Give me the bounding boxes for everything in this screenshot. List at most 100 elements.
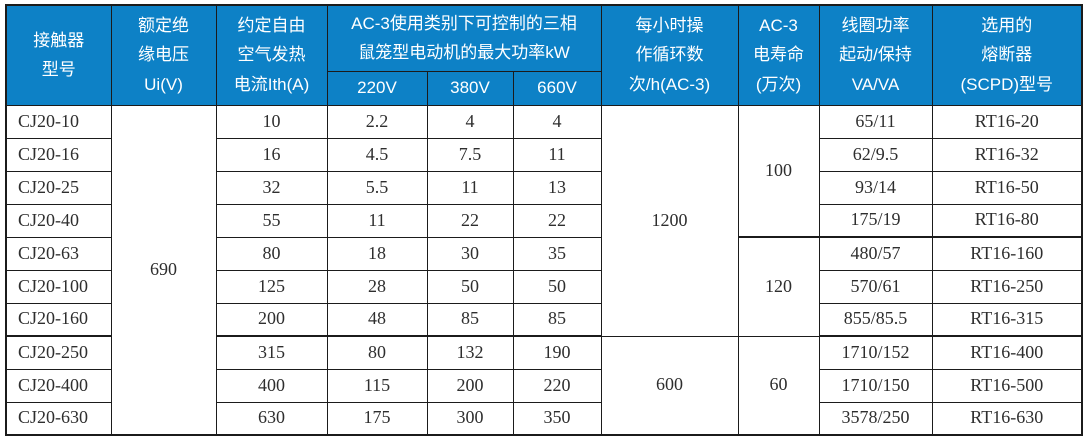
- cell-coil-power: 62/9.5: [818, 137, 933, 172]
- cell-model: CJ20-25: [5, 170, 112, 205]
- cell-power-660v: 50: [512, 269, 602, 304]
- table-row: CJ20-40 55 11 22 22 175/19 RT16-80: [5, 203, 1083, 238]
- col-header-380v: 380V: [426, 70, 514, 106]
- cell-electrical-life: 100: [737, 104, 820, 238]
- cell-fuse: RT16-400: [931, 335, 1083, 370]
- col-header-ac3-power-group: AC-3使用类别下可控制的三相 鼠笼型电动机的最大功率kW: [326, 4, 602, 72]
- cell-power-380v: 50: [426, 269, 514, 304]
- cell-power-380v: 4: [426, 104, 514, 139]
- cell-coil-power: 1710/152: [818, 335, 933, 370]
- cell-power-380v: 11: [426, 170, 514, 205]
- cell-fuse: RT16-630: [931, 401, 1083, 436]
- cell-power-220v: 11: [326, 203, 428, 238]
- cell-power-660v: 220: [512, 368, 602, 403]
- cell-thermal-current: 400: [215, 368, 328, 403]
- table-header: 接触器 型号 额定绝 缘电压 Ui(V) 约定自由 空气发热 电流Ith(A) …: [5, 4, 1083, 106]
- cell-power-660v: 4: [512, 104, 602, 139]
- col-header-model: 接触器 型号: [5, 4, 112, 106]
- cell-power-660v: 35: [512, 236, 602, 271]
- cell-model: CJ20-400: [5, 368, 112, 403]
- cell-thermal-current: 10: [215, 104, 328, 139]
- cell-fuse: RT16-315: [931, 302, 1083, 337]
- cell-thermal-current: 16: [215, 137, 328, 172]
- cell-thermal-current: 125: [215, 269, 328, 304]
- cell-model: CJ20-10: [5, 104, 112, 139]
- cell-thermal-current: 315: [215, 335, 328, 370]
- cell-thermal-current: 55: [215, 203, 328, 238]
- cell-coil-power: 480/57: [818, 236, 933, 271]
- cell-power-380v: 7.5: [426, 137, 514, 172]
- col-header-rated-insulation-voltage: 额定绝 缘电压 Ui(V): [110, 4, 217, 106]
- cell-model: CJ20-630: [5, 401, 112, 436]
- cell-coil-power: 855/85.5: [818, 302, 933, 337]
- cell-fuse: RT16-20: [931, 104, 1083, 139]
- cell-power-380v: 300: [426, 401, 514, 436]
- cell-power-220v: 80: [326, 335, 428, 370]
- col-header-220v: 220V: [326, 70, 428, 106]
- cell-rated-insulation-voltage: 690: [110, 104, 217, 436]
- cell-power-220v: 5.5: [326, 170, 428, 205]
- table-row: CJ20-630 630 175 300 350 3578/250 RT16-6…: [5, 401, 1083, 436]
- cell-thermal-current: 32: [215, 170, 328, 205]
- cell-coil-power: 175/19: [818, 203, 933, 238]
- cell-power-660v: 190: [512, 335, 602, 370]
- table-row: CJ20-400 400 115 200 220 1710/150 RT16-5…: [5, 368, 1083, 403]
- cell-fuse: RT16-80: [931, 203, 1083, 238]
- cell-power-380v: 132: [426, 335, 514, 370]
- col-header-cycles-per-hour: 每小时操 作循环数 次/h(AC-3): [600, 4, 739, 106]
- cell-fuse: RT16-500: [931, 368, 1083, 403]
- cell-model: CJ20-160: [5, 302, 112, 337]
- cell-power-220v: 115: [326, 368, 428, 403]
- cell-cycles-per-hour: 600: [600, 335, 739, 436]
- cell-power-380v: 30: [426, 236, 514, 271]
- cell-coil-power: 65/11: [818, 104, 933, 139]
- cell-power-660v: 22: [512, 203, 602, 238]
- cell-model: CJ20-40: [5, 203, 112, 238]
- cell-coil-power: 570/61: [818, 269, 933, 304]
- cell-power-220v: 28: [326, 269, 428, 304]
- cell-power-380v: 200: [426, 368, 514, 403]
- cell-cycles-per-hour: 1200: [600, 104, 739, 337]
- cell-fuse: RT16-50: [931, 170, 1083, 205]
- cell-fuse: RT16-250: [931, 269, 1083, 304]
- table-row: CJ20-10 690 10 2.2 4 4 1200 100 65/11 RT…: [5, 104, 1083, 436]
- cell-thermal-current: 630: [215, 401, 328, 436]
- cell-power-220v: 48: [326, 302, 428, 337]
- cell-power-220v: 4.5: [326, 137, 428, 172]
- cell-power-660v: 85: [512, 302, 602, 337]
- cell-power-220v: 175: [326, 401, 428, 436]
- contactor-spec-table: 接触器 型号 额定绝 缘电压 Ui(V) 约定自由 空气发热 电流Ith(A) …: [5, 4, 1084, 436]
- col-header-660v: 660V: [512, 70, 602, 106]
- cell-coil-power: 93/14: [818, 170, 933, 205]
- table-row: CJ20-100 125 28 50 50 570/61 RT16-250: [5, 269, 1083, 304]
- cell-coil-power: 3578/250: [818, 401, 933, 436]
- cell-fuse: RT16-32: [931, 137, 1083, 172]
- col-header-coil-power: 线圈功率 起动/保持 VA/VA: [818, 4, 933, 106]
- col-header-thermal-current: 约定自由 空气发热 电流Ith(A): [215, 4, 328, 106]
- table-row: CJ20-63 80 18 30 35 120 480/57 RT16-160: [5, 236, 1083, 337]
- cell-power-380v: 85: [426, 302, 514, 337]
- cell-power-660v: 11: [512, 137, 602, 172]
- cell-thermal-current: 80: [215, 236, 328, 271]
- cell-power-660v: 350: [512, 401, 602, 436]
- cell-coil-power: 1710/150: [818, 368, 933, 403]
- cell-power-660v: 13: [512, 170, 602, 205]
- cell-model: CJ20-250: [5, 335, 112, 370]
- cell-power-220v: 2.2: [326, 104, 428, 139]
- cell-model: CJ20-100: [5, 269, 112, 304]
- cell-fuse: RT16-160: [931, 236, 1083, 271]
- cell-model: CJ20-63: [5, 236, 112, 271]
- table-row: CJ20-25 32 5.5 11 13 93/14 RT16-50: [5, 170, 1083, 205]
- table-body: CJ20-10 690 10 2.2 4 4 1200 100 65/11 RT…: [5, 104, 1083, 436]
- col-header-electrical-life: AC-3 电寿命 (万次): [737, 4, 820, 106]
- col-header-fuse: 选用的 熔断器 (SCPD)型号: [931, 4, 1083, 106]
- cell-power-380v: 22: [426, 203, 514, 238]
- cell-electrical-life: 120: [737, 236, 820, 337]
- table-row: CJ20-250 315 80 132 190 600 60 1710/152 …: [5, 335, 1083, 436]
- table-row: CJ20-160 200 48 85 85 855/85.5 RT16-315: [5, 302, 1083, 337]
- cell-model: CJ20-16: [5, 137, 112, 172]
- cell-electrical-life: 60: [737, 335, 820, 436]
- cell-power-220v: 18: [326, 236, 428, 271]
- table-row: CJ20-16 16 4.5 7.5 11 62/9.5 RT16-32: [5, 137, 1083, 172]
